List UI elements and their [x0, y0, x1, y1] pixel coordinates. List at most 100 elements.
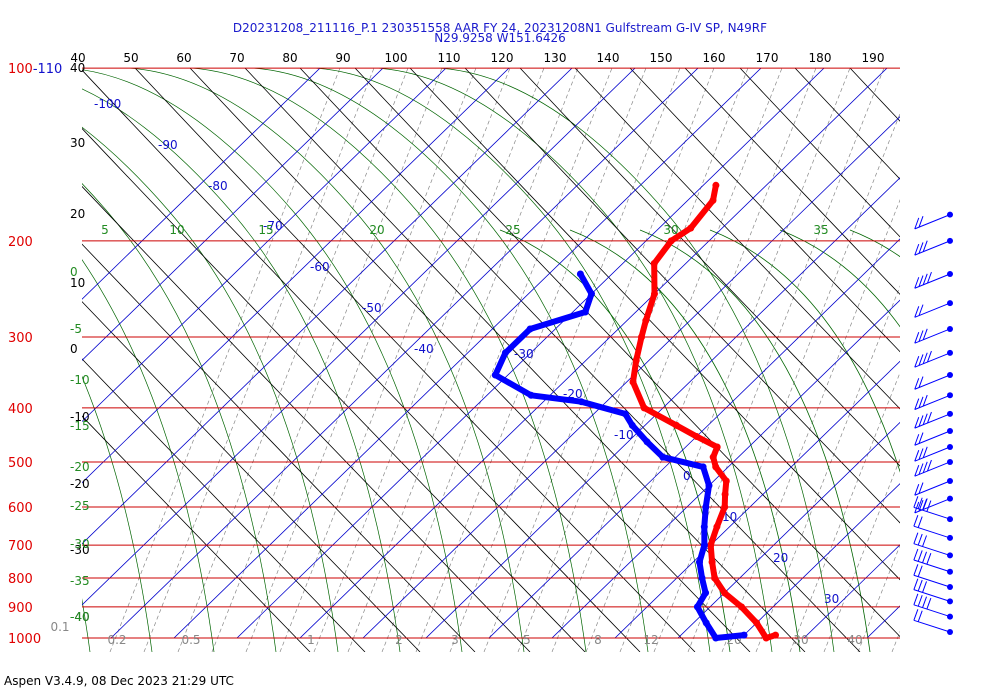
wind-barb	[914, 443, 953, 462]
mixing-ratio-label: 40	[847, 633, 862, 647]
left-green-label: -20	[70, 460, 90, 474]
left-black-label: -40	[70, 610, 90, 624]
mixing-ratio-line	[789, 371, 900, 652]
mixing-ratio-line	[211, 68, 443, 652]
moist-adiabat-line	[352, 68, 773, 652]
temperature-point	[687, 224, 695, 232]
top-temperature-label: 90	[335, 51, 350, 65]
mixing-ratio-label: 0.5	[181, 633, 200, 647]
pressure-label: 100-110	[8, 62, 62, 77]
moist-adiabat-line	[82, 88, 401, 652]
dry-adiabat-line	[409, 68, 900, 581]
wind-barb	[913, 578, 953, 605]
wind-barbs	[913, 211, 953, 636]
temperature-point	[707, 541, 715, 549]
wind-barb	[913, 532, 953, 559]
left-green-label: 0	[70, 265, 78, 279]
isotherm-label: -10	[614, 428, 634, 442]
moist-adiabat-line	[290, 68, 711, 652]
temperature-point	[711, 574, 719, 582]
dry-adiabat-line	[960, 68, 1000, 652]
wind-barb	[914, 325, 953, 344]
dewpoint-point	[588, 290, 595, 298]
top-temperature-label: 130	[544, 51, 567, 65]
dry-adiabat-line	[244, 68, 806, 652]
mixing-ratio-line	[926, 68, 1000, 652]
theta-e-line	[639, 229, 871, 652]
temperature-point	[721, 490, 729, 498]
mixing-ratio-label: 30	[793, 633, 808, 647]
chart-title-line1: D20231208_211116_P.1 230351558 AAR FY 24…	[232, 21, 768, 35]
dry-adiabat-line	[82, 185, 531, 652]
temperature-point	[753, 619, 761, 627]
left-green-label: -30	[70, 537, 90, 551]
temperature-point	[721, 503, 729, 511]
isotherm-line	[82, 68, 573, 545]
pressure-label: 200	[8, 235, 33, 250]
isotherm-label: 0	[683, 469, 691, 483]
dewpoint-point	[621, 410, 629, 418]
wind-barb	[913, 609, 953, 636]
isotherm-label: -70	[263, 219, 283, 233]
temperature-point	[721, 589, 728, 597]
dewpoint-point	[577, 398, 585, 406]
dry-adiabat-line	[629, 68, 900, 353]
isotherm-label: -100	[94, 97, 121, 111]
mixing-ratio-label: 2	[395, 633, 403, 647]
theta-e-label: 5	[101, 223, 109, 237]
isotherm-line	[82, 68, 384, 361]
isotherm-line	[866, 605, 900, 639]
dry-adiabat-line	[82, 243, 476, 652]
top-temperature-label: 180	[809, 51, 832, 65]
isotherm-line	[993, 68, 1000, 638]
isotherm-line	[82, 68, 636, 606]
mixing-ratio-line	[143, 68, 375, 652]
temperature-point	[709, 453, 717, 461]
top-temperature-label: 60	[176, 51, 191, 65]
moist-adiabat-line	[228, 68, 649, 652]
left-black-label: 10	[70, 276, 85, 290]
version-footer: Aspen V3.4.9, 08 Dec 2023 21:29 UTC	[4, 674, 234, 688]
pressure-label: 400	[8, 402, 33, 417]
mixing-ratio-label: 12	[643, 633, 658, 647]
wind-barb	[914, 458, 953, 477]
left-green-label: -35	[70, 574, 90, 588]
isotherm-line	[551, 299, 900, 639]
mixing-ratio-label: 5	[523, 633, 531, 647]
moist-adiabat-line	[414, 68, 835, 652]
isotherm-label: -80	[208, 179, 228, 193]
theta-e-label: 35	[813, 223, 828, 237]
left-black-label: 30	[70, 136, 85, 150]
top-temperature-label: 70	[229, 51, 244, 65]
wind-barb	[914, 372, 953, 390]
wind-barb	[913, 496, 953, 523]
isotherm-line	[173, 68, 762, 639]
temperature-point	[667, 237, 675, 245]
dewpoint-point	[526, 325, 534, 333]
temperature-point	[672, 421, 680, 429]
moist-adiabat-line	[82, 183, 277, 652]
mixing-ratio-line	[823, 458, 900, 652]
left-black-label: -10	[70, 410, 90, 424]
dewpoint-point	[643, 438, 651, 446]
top-temperature-label: 120	[491, 51, 514, 65]
dewpoint-point	[702, 619, 710, 627]
temperature-trace	[629, 181, 779, 642]
top-temperature-label: 110	[438, 51, 461, 65]
dewpoint-point	[491, 371, 499, 379]
left-black-label: 20	[70, 207, 85, 221]
isotherm-line	[110, 68, 699, 639]
pressure-label: 700	[8, 539, 33, 554]
dry-adiabat-line	[684, 68, 900, 295]
mixing-ratio-line	[279, 68, 511, 652]
pressure-label: 300	[8, 331, 33, 346]
dewpoint-point	[696, 558, 703, 566]
left-green-label: -10	[70, 373, 90, 387]
dry-adiabat-line	[299, 68, 861, 652]
dry-adiabat-line	[82, 358, 366, 652]
temperature-point	[722, 477, 730, 485]
isotherm-line	[299, 68, 888, 639]
temperature-point	[638, 333, 645, 341]
mixing-ratio-line	[755, 285, 900, 652]
